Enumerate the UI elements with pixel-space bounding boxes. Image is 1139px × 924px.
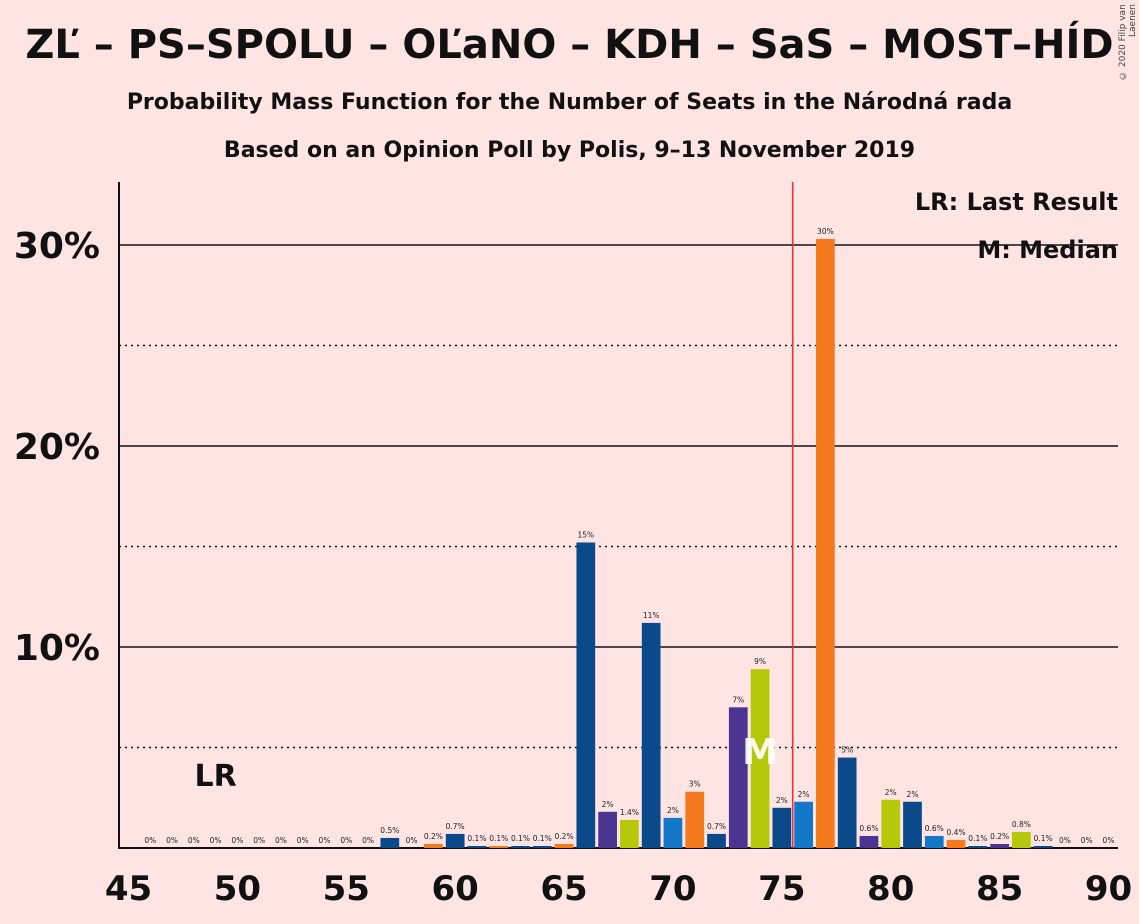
bar-label-seat-60: 0.7% xyxy=(446,822,465,831)
last-result-marker: LR xyxy=(195,759,237,794)
legend-median: M: Median xyxy=(977,236,1118,264)
x-tick-label: 65 xyxy=(540,869,587,909)
bar-seat-60 xyxy=(445,833,465,848)
bar-seat-64 xyxy=(532,845,552,848)
bar-seat-62 xyxy=(489,845,509,848)
chart-source-subtitle: Based on an Opinion Poll by Polis, 9–13 … xyxy=(223,138,916,163)
bar-label-seat-83: 0.4% xyxy=(947,828,966,837)
bar-label-seat-84: 0.1% xyxy=(968,834,987,843)
bar-label-seat-65: 0.2% xyxy=(555,832,574,841)
bar-label-seat-68: 1.4% xyxy=(620,808,639,817)
bar-seat-82 xyxy=(924,835,944,848)
bar-label-seat-58: 0% xyxy=(406,836,418,845)
y-tick-label: 30% xyxy=(14,226,100,267)
bar-seat-79 xyxy=(859,835,879,848)
bar-label-seat-64: 0.1% xyxy=(533,834,552,843)
bar-label-seat-78: 5% xyxy=(841,746,853,755)
chart-subtitle: Probability Mass Function for the Number… xyxy=(126,90,1013,115)
x-tick-label: 60 xyxy=(432,869,479,909)
bar-label-seat-85: 0.2% xyxy=(990,832,1009,841)
bar-label-seat-54: 0% xyxy=(319,836,331,845)
y-tick-label: 20% xyxy=(14,427,100,468)
bar-seat-59 xyxy=(424,843,443,848)
bar-label-seat-76: 2% xyxy=(798,790,810,799)
bar-seat-66 xyxy=(576,542,596,848)
bar-label-seat-53: 0% xyxy=(297,836,309,845)
bar-label-seat-77: 30% xyxy=(817,227,834,236)
bar-seat-84 xyxy=(968,845,988,848)
bar-label-seat-61: 0.1% xyxy=(467,834,486,843)
bar-seat-63 xyxy=(511,845,530,848)
bar-seat-74 xyxy=(750,669,770,848)
bar-seat-81 xyxy=(903,801,922,848)
x-tick-label: 45 xyxy=(105,869,152,909)
chart-title: ZĽ – PS–SPOLU – OĽaNO – KDH – SaS – MOST… xyxy=(25,22,1114,68)
bar-label-seat-73: 7% xyxy=(732,695,744,704)
bar-label-seat-47: 0% xyxy=(166,836,178,845)
bar-seat-61 xyxy=(467,845,487,848)
x-tick-label: 50 xyxy=(214,869,261,909)
legend-last-result: LR: Last Result xyxy=(915,188,1118,216)
x-tick-label: 90 xyxy=(1085,869,1132,909)
bar-label-seat-49: 0% xyxy=(210,836,222,845)
bar-label-seat-72: 0.7% xyxy=(707,822,726,831)
y-tick-label: 10% xyxy=(14,628,100,669)
bar-label-seat-75: 2% xyxy=(776,796,788,805)
bar-seat-65 xyxy=(554,843,574,848)
bar-label-seat-51: 0% xyxy=(253,836,265,845)
bar-label-seat-48: 0% xyxy=(188,836,200,845)
x-tick-label: 55 xyxy=(323,869,370,909)
bar-seat-78 xyxy=(837,757,857,848)
bar-seat-75 xyxy=(772,807,792,848)
bar-label-seat-89: 0% xyxy=(1081,836,1093,845)
x-tick-label: 70 xyxy=(649,869,696,909)
bar-label-seat-69: 11% xyxy=(643,611,660,620)
bar-label-seat-71: 3% xyxy=(689,780,701,789)
bar-label-seat-66: 15% xyxy=(577,530,594,539)
bar-seat-73 xyxy=(728,707,748,848)
bar-seat-67 xyxy=(598,811,617,848)
x-tick-label: 80 xyxy=(867,869,914,909)
bar-label-seat-56: 0% xyxy=(362,836,374,845)
bar-seat-86 xyxy=(1012,831,1031,848)
bar-seat-69 xyxy=(641,622,661,848)
bar-label-seat-67: 2% xyxy=(602,800,614,809)
bar-label-seat-57: 0.5% xyxy=(380,826,399,835)
bar-label-seat-70: 2% xyxy=(667,806,679,815)
bar-label-seat-46: 0% xyxy=(144,836,156,845)
bar-label-seat-52: 0% xyxy=(275,836,287,845)
bar-seat-85 xyxy=(990,843,1009,848)
bar-label-seat-82: 0.6% xyxy=(925,824,944,833)
bar-seat-87 xyxy=(1033,845,1053,848)
bar-label-seat-74: 9% xyxy=(754,657,766,666)
bar-seat-68 xyxy=(620,819,639,848)
bar-seat-70 xyxy=(663,817,683,848)
bar-seat-72 xyxy=(707,833,726,848)
bar-seat-83 xyxy=(946,839,966,848)
bar-seat-57 xyxy=(380,837,400,848)
bar-label-seat-79: 0.6% xyxy=(859,824,878,833)
bar-label-seat-81: 2% xyxy=(907,790,919,799)
bar-label-seat-87: 0.1% xyxy=(1034,834,1053,843)
median-marker: M xyxy=(742,732,778,773)
x-tick-label: 85 xyxy=(976,869,1023,909)
bar-seat-77 xyxy=(816,238,835,849)
bar-label-seat-86: 0.8% xyxy=(1012,820,1031,829)
bar-label-seat-88: 0% xyxy=(1059,836,1071,845)
bar-label-seat-80: 2% xyxy=(885,788,897,797)
x-tick-label: 75 xyxy=(758,869,805,909)
bar-seat-80 xyxy=(881,799,901,848)
bar-label-seat-59: 0.2% xyxy=(424,832,443,841)
bar-label-seat-62: 0.1% xyxy=(489,834,508,843)
bar-seat-71 xyxy=(685,791,705,848)
bar-label-seat-55: 0% xyxy=(340,836,352,845)
bar-seat-76 xyxy=(794,801,813,848)
bar-label-seat-63: 0.1% xyxy=(511,834,530,843)
bar-label-seat-50: 0% xyxy=(231,836,243,845)
bar-label-seat-90: 0% xyxy=(1103,836,1115,845)
